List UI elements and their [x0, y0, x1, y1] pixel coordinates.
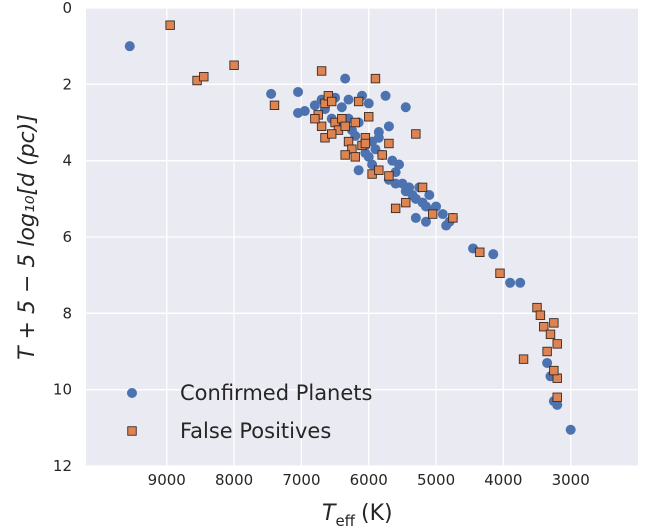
- y-tick-label: 0: [62, 0, 72, 17]
- x-tick-label: 7000: [282, 471, 320, 489]
- false-positive-point: [542, 346, 552, 357]
- confirmed-planet-point: [124, 41, 135, 52]
- x-tick-label: 5000: [417, 471, 455, 489]
- y-axis-label: T + 5 − 5 log₁₀[d (pc)]: [15, 114, 40, 360]
- confirmed-planet-point: [360, 148, 371, 159]
- confirmed-planet-point: [266, 88, 277, 99]
- data-points: [124, 20, 576, 435]
- y-tick-label: 8: [62, 304, 72, 322]
- grid-lines: [86, 7, 638, 467]
- confirmed-planet-point: [404, 182, 415, 193]
- confirmed-planet-point: [353, 165, 364, 176]
- false-positive-point: [549, 318, 559, 328]
- false-positive-point: [364, 112, 374, 122]
- false-positive-point: [374, 165, 384, 175]
- y-tick-label: 4: [62, 152, 72, 170]
- false-positive-point: [370, 73, 381, 84]
- confirmed-planet-point: [336, 102, 347, 113]
- confirmed-planet-point: [380, 90, 391, 101]
- y-tick-label: 12: [53, 457, 72, 475]
- false-positive-point: [390, 203, 401, 214]
- confirmed-planet-point: [424, 190, 435, 201]
- legend-label-false-positive: False Positives: [180, 419, 331, 443]
- false-positive-point: [384, 171, 394, 181]
- false-positive-point: [310, 113, 320, 124]
- false-positive-point: [384, 138, 394, 149]
- confirmed-planet-point: [373, 127, 384, 138]
- false-positive-point: [417, 182, 428, 193]
- false-positive-point: [360, 138, 371, 149]
- false-positive-point: [199, 71, 209, 82]
- false-positive-point: [340, 150, 350, 160]
- false-positive-point: [353, 96, 364, 107]
- confirmed-planet-point: [565, 424, 576, 435]
- false-positive-point: [340, 121, 350, 132]
- legend-marker-confirmed: [127, 388, 137, 398]
- confirmed-planet-point: [410, 212, 421, 223]
- confirmed-planet-point: [431, 201, 442, 212]
- false-positive-point: [350, 152, 360, 162]
- confirmed-planet-point: [299, 106, 310, 117]
- confirmed-planet-point: [542, 357, 553, 368]
- false-positive-point: [448, 213, 458, 223]
- false-positive-point: [401, 197, 411, 208]
- x-tick-label: 3000: [552, 471, 590, 489]
- false-positive-point: [316, 66, 327, 76]
- confirmed-planet-point: [343, 94, 354, 105]
- false-positive-point: [316, 121, 327, 132]
- false-positive-point: [549, 365, 559, 376]
- false-positive-point: [327, 129, 337, 139]
- legend: Confirmed Planets False Positives: [127, 381, 372, 443]
- confirmed-planet-point: [293, 86, 304, 97]
- false-positive-point: [539, 321, 549, 332]
- confirmed-planet-point: [437, 209, 448, 220]
- x-axis-label-unit: (K): [361, 501, 393, 526]
- false-positive-point: [535, 310, 546, 320]
- tick-labels: 9000 8000 7000 6000 5000 4000 3000 0 2 4 6 8 10 12: [53, 0, 590, 489]
- false-positive-point: [552, 339, 562, 349]
- y-tick-label: 2: [62, 75, 72, 93]
- confirmed-planet-point: [390, 178, 401, 189]
- x-axis-label: Teff (K): [322, 501, 393, 530]
- confirmed-planet-point: [488, 249, 499, 260]
- false-positive-point: [552, 392, 562, 402]
- false-positive-point: [518, 354, 529, 364]
- false-positive-point: [495, 268, 505, 278]
- confirmed-planet-point: [552, 399, 563, 410]
- x-tick-label: 8000: [215, 471, 253, 489]
- false-positive-point: [327, 96, 337, 107]
- false-positive-point: [427, 209, 438, 219]
- confirmed-planet-point: [505, 277, 516, 288]
- confirmed-planet-point: [363, 98, 374, 109]
- false-positive-point: [165, 20, 175, 30]
- y-tick-label: 10: [53, 381, 72, 399]
- false-positive-point: [475, 247, 485, 257]
- false-positive-point: [229, 60, 239, 70]
- false-positive-point: [350, 117, 360, 128]
- x-axis-label-sub: eff: [335, 512, 355, 530]
- confirmed-planet-point: [309, 100, 320, 111]
- x-tick-label: 6000: [350, 471, 388, 489]
- x-tick-label: 9000: [148, 471, 186, 489]
- confirmed-planet-point: [400, 102, 411, 113]
- confirmed-planet-point: [340, 73, 351, 84]
- x-tick-label: 4000: [484, 471, 522, 489]
- confirmed-planet-point: [383, 121, 394, 132]
- confirmed-planet-point: [420, 216, 431, 227]
- false-positive-point: [545, 329, 556, 340]
- y-tick-label: 6: [62, 228, 72, 246]
- x-axis-label-main: T: [322, 501, 337, 526]
- legend-label-confirmed: Confirmed Planets: [180, 381, 372, 405]
- legend-marker-false-positive: [127, 426, 137, 436]
- confirmed-planet-point: [515, 277, 526, 288]
- false-positive-point: [269, 100, 280, 111]
- false-positive-point: [411, 129, 421, 139]
- confirmed-planet-point: [394, 159, 405, 170]
- false-positive-point: [377, 150, 387, 160]
